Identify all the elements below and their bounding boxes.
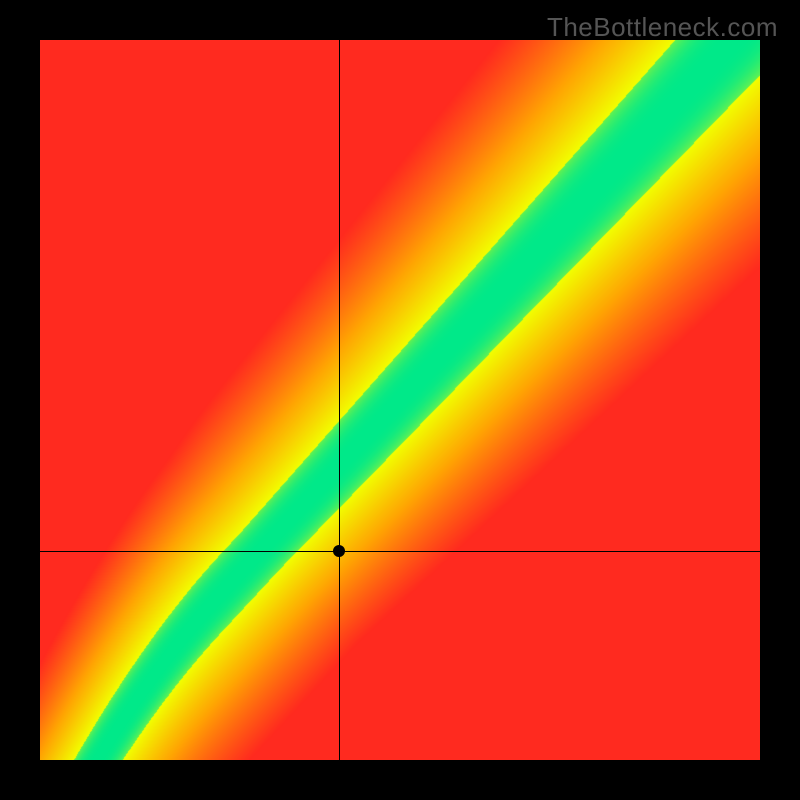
heatmap-canvas (40, 40, 760, 760)
crosshair-vertical (339, 40, 340, 760)
chart-container: TheBottleneck.com (0, 0, 800, 800)
watermark-text: TheBottleneck.com (547, 12, 778, 43)
marker-dot (333, 545, 345, 557)
plot-area (40, 40, 760, 760)
crosshair-horizontal (40, 551, 760, 552)
